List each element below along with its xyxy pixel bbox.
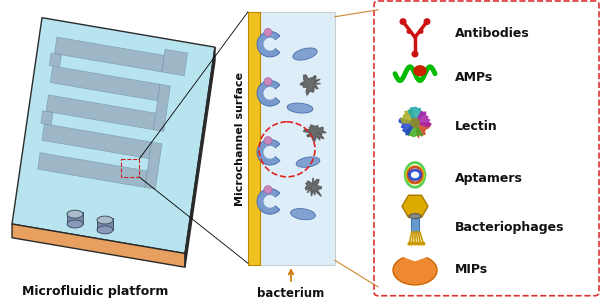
Ellipse shape <box>290 209 316 220</box>
Circle shape <box>263 38 277 51</box>
Ellipse shape <box>67 210 83 218</box>
Text: Microchannel surface: Microchannel surface <box>235 72 245 206</box>
Ellipse shape <box>287 103 313 113</box>
Polygon shape <box>415 123 431 138</box>
Text: Bacteriophages: Bacteriophages <box>455 221 565 234</box>
Bar <box>248 12 335 265</box>
Circle shape <box>413 242 417 246</box>
Wedge shape <box>257 81 280 106</box>
Polygon shape <box>305 178 322 196</box>
Polygon shape <box>38 153 148 188</box>
Circle shape <box>421 242 425 246</box>
Polygon shape <box>399 118 415 135</box>
Text: Antibodies: Antibodies <box>455 27 530 40</box>
Circle shape <box>412 51 419 57</box>
Polygon shape <box>300 75 320 95</box>
Circle shape <box>264 186 272 194</box>
Text: Microfluidic platform: Microfluidic platform <box>22 285 168 298</box>
Ellipse shape <box>296 157 320 167</box>
Polygon shape <box>50 66 160 101</box>
Ellipse shape <box>97 226 113 234</box>
Bar <box>121 159 139 177</box>
Circle shape <box>263 195 277 208</box>
Text: AMPs: AMPs <box>455 71 493 84</box>
FancyBboxPatch shape <box>374 1 599 296</box>
Ellipse shape <box>293 48 317 60</box>
Polygon shape <box>154 84 170 131</box>
Ellipse shape <box>393 255 437 285</box>
Polygon shape <box>46 95 156 130</box>
Circle shape <box>410 118 420 128</box>
Text: bacterium: bacterium <box>257 270 325 300</box>
Circle shape <box>407 29 412 34</box>
Text: Lectin: Lectin <box>455 120 498 133</box>
Polygon shape <box>12 224 185 267</box>
Wedge shape <box>400 246 430 261</box>
Ellipse shape <box>67 220 83 228</box>
Polygon shape <box>97 218 113 230</box>
Text: Aptamers: Aptamers <box>455 172 523 185</box>
Polygon shape <box>67 212 83 224</box>
Polygon shape <box>415 111 431 127</box>
Circle shape <box>400 18 407 25</box>
Wedge shape <box>257 140 280 165</box>
Bar <box>411 216 419 232</box>
Circle shape <box>263 87 277 100</box>
Polygon shape <box>162 49 188 76</box>
Circle shape <box>264 137 272 144</box>
Circle shape <box>416 242 420 246</box>
Polygon shape <box>408 107 425 123</box>
Circle shape <box>419 242 422 246</box>
Ellipse shape <box>409 214 421 219</box>
Circle shape <box>407 242 412 246</box>
Circle shape <box>263 146 277 159</box>
Polygon shape <box>145 142 162 189</box>
Polygon shape <box>12 18 215 253</box>
Polygon shape <box>41 111 53 125</box>
Circle shape <box>410 242 414 246</box>
Polygon shape <box>49 53 61 67</box>
Circle shape <box>419 29 424 34</box>
Bar <box>248 12 260 265</box>
Circle shape <box>424 18 431 25</box>
Polygon shape <box>401 109 415 123</box>
Polygon shape <box>304 125 326 141</box>
Circle shape <box>264 78 272 85</box>
Polygon shape <box>42 124 152 159</box>
Polygon shape <box>55 37 164 72</box>
Circle shape <box>264 28 272 36</box>
Polygon shape <box>402 195 428 217</box>
Polygon shape <box>414 66 426 76</box>
Text: MIPs: MIPs <box>455 263 488 276</box>
Polygon shape <box>405 123 422 137</box>
Wedge shape <box>257 31 280 57</box>
Wedge shape <box>257 189 280 214</box>
Polygon shape <box>185 47 215 267</box>
Ellipse shape <box>97 216 113 224</box>
